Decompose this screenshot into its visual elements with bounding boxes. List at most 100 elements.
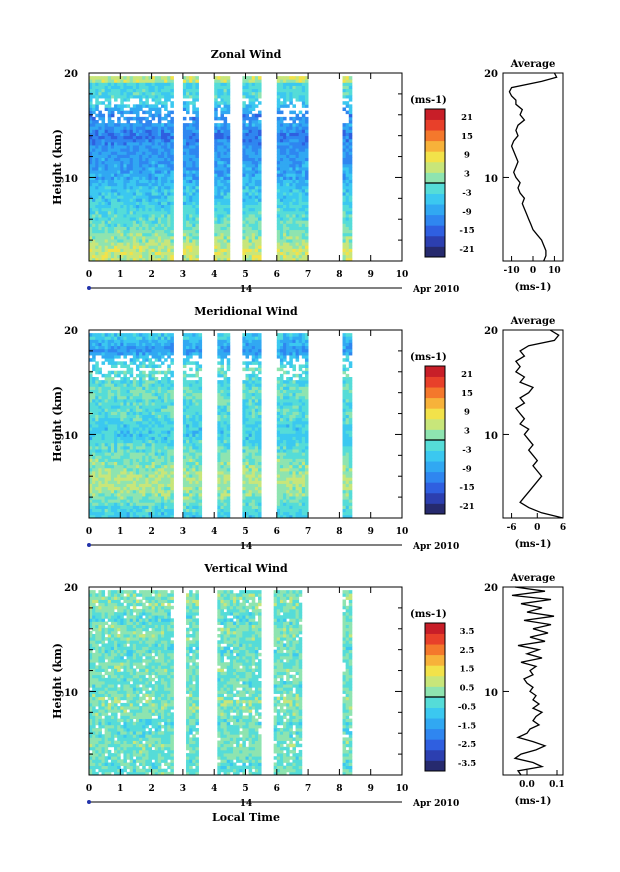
heatmap-cell xyxy=(192,232,196,237)
heatmap-cell xyxy=(258,242,262,246)
heatmap-cell xyxy=(139,445,143,450)
heatmap-cell xyxy=(89,167,93,171)
heatmap-cell xyxy=(170,151,174,155)
heatmap-cell xyxy=(126,198,131,202)
heatmap-cell xyxy=(242,195,246,199)
heatmap-cell xyxy=(192,342,196,347)
heatmap-cell xyxy=(245,107,250,111)
heatmap-cell xyxy=(101,486,106,491)
heatmap-cell xyxy=(135,489,140,494)
heatmap-cell xyxy=(110,342,115,347)
heatmap-cell xyxy=(123,154,127,158)
heatmap-cell xyxy=(92,452,96,456)
heatmap-cell xyxy=(160,223,165,227)
heatmap-cell xyxy=(223,195,228,199)
heatmap-cell xyxy=(345,88,350,93)
heatmap-cell xyxy=(217,179,221,184)
heatmap-cell xyxy=(157,185,162,190)
heatmap-cell xyxy=(139,248,143,252)
heatmap-cell xyxy=(107,505,112,509)
heatmap-cell xyxy=(142,182,146,187)
heatmap-cell xyxy=(89,505,93,509)
heatmap-cell xyxy=(289,145,293,149)
heatmap-cell xyxy=(126,489,131,494)
heatmap-cell xyxy=(182,514,187,519)
heatmap-cell xyxy=(195,461,199,466)
heatmap-cell xyxy=(258,120,262,124)
heatmap-cell xyxy=(142,461,146,466)
heatmap-cell xyxy=(304,185,309,190)
heatmap-cell xyxy=(286,217,290,221)
heatmap-cell xyxy=(157,383,162,387)
heatmap-cell xyxy=(148,182,152,187)
heatmap-cell xyxy=(89,242,93,246)
heatmap-cell xyxy=(289,214,293,218)
heatmap-cell xyxy=(214,98,218,102)
heatmap-cell xyxy=(114,82,118,86)
heatmap-cell xyxy=(120,408,124,412)
heatmap-cell xyxy=(107,373,112,378)
heatmap-cell xyxy=(135,198,140,202)
heatmap-cell xyxy=(139,420,143,425)
heatmap-cell xyxy=(192,239,196,243)
heatmap-cell xyxy=(220,91,224,96)
heatmap-cell xyxy=(214,88,218,93)
heatmap-cell xyxy=(242,210,246,215)
heatmap-cell xyxy=(145,123,149,127)
heatmap-cell xyxy=(101,408,106,412)
heatmap-cell xyxy=(192,251,196,256)
heatmap-cell xyxy=(101,383,106,387)
heatmap-cell xyxy=(304,248,309,252)
heatmap-cell xyxy=(132,248,137,252)
heatmap-cell xyxy=(220,173,224,177)
heatmap-cell xyxy=(95,383,99,387)
heatmap-cell xyxy=(114,201,118,205)
heatmap-cell xyxy=(139,348,143,353)
heatmap-cell xyxy=(186,91,190,96)
heatmap-cell xyxy=(132,339,137,343)
heatmap-cell xyxy=(92,395,96,400)
heatmap-cell xyxy=(245,104,250,108)
heatmap-cell xyxy=(117,123,121,127)
heatmap-cell xyxy=(145,333,149,337)
heatmap-cell xyxy=(92,214,96,218)
heatmap-cell xyxy=(151,94,156,99)
heatmap-cell xyxy=(139,455,143,459)
heatmap-cell xyxy=(110,145,115,149)
heatmap-cell xyxy=(182,342,187,347)
heatmap-cell xyxy=(132,483,137,488)
heatmap-cell xyxy=(151,239,156,243)
heatmap-cell xyxy=(223,192,228,196)
heatmap-cell xyxy=(154,445,159,450)
heatmap-cell xyxy=(195,427,199,431)
heatmap-cell xyxy=(164,461,168,466)
heatmap-cell xyxy=(151,439,156,444)
heatmap-cell xyxy=(160,408,165,412)
heatmap-cell xyxy=(189,424,193,428)
heatmap-cell xyxy=(189,505,193,509)
heatmap-cell xyxy=(258,145,262,149)
heatmap-cell xyxy=(167,195,171,199)
heatmap-cell xyxy=(151,474,156,478)
heatmap-cell xyxy=(189,345,193,350)
heatmap-cell xyxy=(135,248,140,252)
heatmap-cell xyxy=(192,223,196,227)
heatmap-cell xyxy=(220,135,224,140)
heatmap-cell xyxy=(167,91,171,96)
heatmap-cell xyxy=(214,173,218,177)
heatmap-cell xyxy=(276,254,281,259)
heatmap-cell xyxy=(345,201,350,205)
heatmap-cell xyxy=(348,220,353,224)
heatmap-cell xyxy=(167,411,171,415)
heatmap-cell xyxy=(89,370,93,375)
heatmap-cell xyxy=(145,405,149,409)
heatmap-cell xyxy=(295,188,300,193)
heatmap-cell xyxy=(126,151,131,155)
heatmap-cell xyxy=(295,226,300,231)
heatmap-cell xyxy=(217,173,221,177)
heatmap-cell xyxy=(189,414,193,419)
heatmap-cell xyxy=(345,235,350,240)
heatmap-cell xyxy=(92,239,96,243)
heatmap-cell xyxy=(148,514,152,519)
heatmap-cell xyxy=(157,179,162,184)
